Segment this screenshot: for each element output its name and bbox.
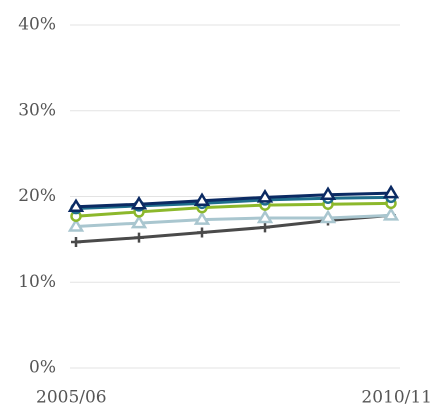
point [319,186,337,201]
y-tick-label: 0% [29,358,56,378]
point [130,195,148,210]
point [134,232,144,243]
point [256,209,274,224]
point [382,184,400,199]
point [130,214,148,229]
y-tick-label: 40% [18,15,56,35]
x-tick-label: 2010/11 [361,388,432,408]
point [319,209,337,224]
series-line [75,201,392,218]
series-line [75,191,392,209]
point [197,227,207,238]
point [260,222,270,233]
point [256,188,274,203]
point [193,211,211,225]
point [193,192,211,207]
y-tick-label: 20% [18,186,56,206]
y-tick-label: 10% [18,272,56,292]
series-line [75,213,392,244]
point [71,236,81,247]
point [67,218,85,232]
y-tick-label: 30% [18,100,56,120]
series-line [75,213,392,229]
point [382,206,400,221]
x-tick-label: 2005/06 [36,388,107,408]
point [67,198,85,213]
series-line [75,195,392,211]
